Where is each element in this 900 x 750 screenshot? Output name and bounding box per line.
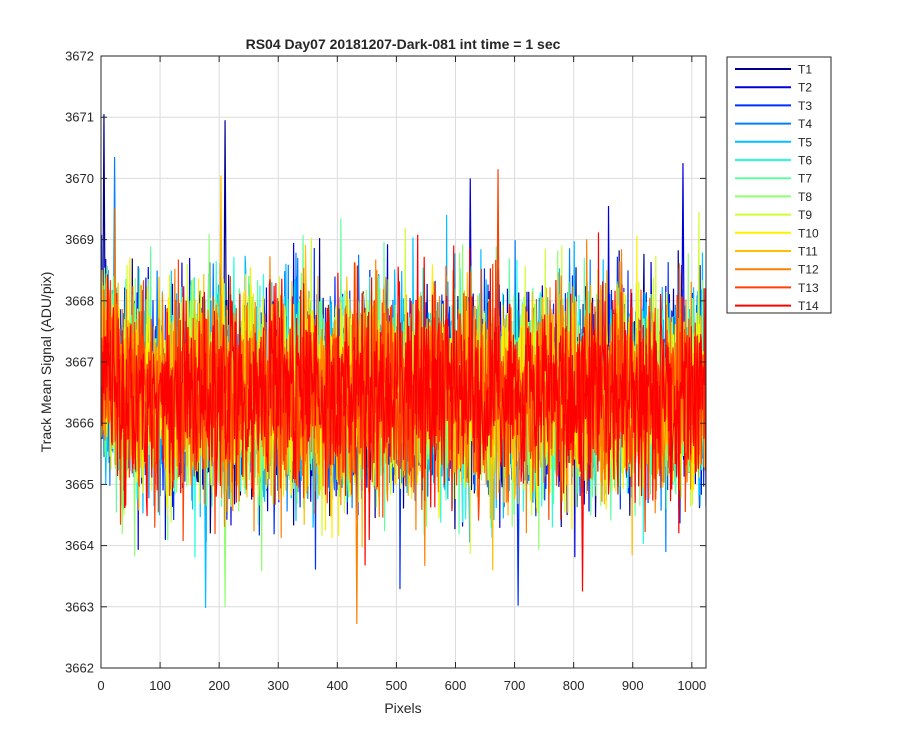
y-axis-ticks: 3662 3663 3664 3665 3666 3667 3668 3669 3670 3671…	[65, 49, 706, 676]
legend-label-t11: T11	[798, 245, 818, 259]
x-tick-label: 800	[563, 678, 585, 693]
series-layer	[101, 114, 706, 624]
legend-label-t2: T2	[798, 81, 812, 95]
legend-label-t8: T8	[798, 190, 812, 204]
x-tick-label: 400	[326, 678, 348, 693]
x-tick-label: 300	[267, 678, 289, 693]
y-tick-label: 3666	[65, 416, 94, 431]
legend-label-t10: T10	[798, 226, 819, 240]
y-tick-label: 3662	[65, 661, 94, 676]
y-tick-label: 3663	[65, 599, 94, 614]
y-tick-label: 3672	[65, 49, 94, 64]
legend-label-t7: T7	[798, 172, 812, 186]
legend-label-t14: T14	[798, 299, 819, 313]
y-tick-label: 3665	[65, 477, 94, 492]
x-tick-label: 700	[504, 678, 526, 693]
y-tick-label: 3668	[65, 293, 94, 308]
legend-label-t4: T4	[798, 117, 812, 131]
legend-label-t13: T13	[798, 281, 819, 295]
y-tick-label: 3669	[65, 232, 94, 247]
legend-label-t9: T9	[798, 208, 812, 222]
legend-label-t3: T3	[798, 99, 812, 113]
x-tick-label: 900	[622, 678, 644, 693]
chart-title: RS04 Day07 20181207-Dark-081 int time = …	[246, 36, 561, 52]
x-tick-label: 200	[208, 678, 230, 693]
legend-label-t1: T1	[798, 63, 812, 77]
x-axis-label: Pixels	[384, 700, 421, 716]
y-tick-label: 3667	[65, 355, 94, 370]
x-tick-label: 500	[386, 678, 408, 693]
x-tick-label: 1000	[677, 678, 706, 693]
x-tick-label: 600	[445, 678, 467, 693]
x-tick-label: 100	[149, 678, 171, 693]
legend-box	[726, 56, 832, 314]
legend-label-t6: T6	[798, 154, 812, 168]
y-tick-label: 3664	[65, 538, 94, 553]
x-tick-label: 0	[97, 678, 104, 693]
y-axis-label: Track Mean Signal (ADU/pix)	[38, 272, 54, 453]
legend-label-t5: T5	[798, 135, 812, 149]
legend: T1 T2 T3 T4 T5 T6 T7 T8 T9 T10 T11 T12 T13 T14	[726, 56, 832, 314]
series-line-t14	[101, 232, 706, 592]
y-tick-label: 3671	[65, 110, 94, 125]
x-axis-ticks: 0 100 200 300 400 500 600 700 800 900 1000	[97, 56, 706, 693]
y-tick-label: 3670	[65, 171, 94, 186]
legend-label-t12: T12	[798, 263, 819, 277]
